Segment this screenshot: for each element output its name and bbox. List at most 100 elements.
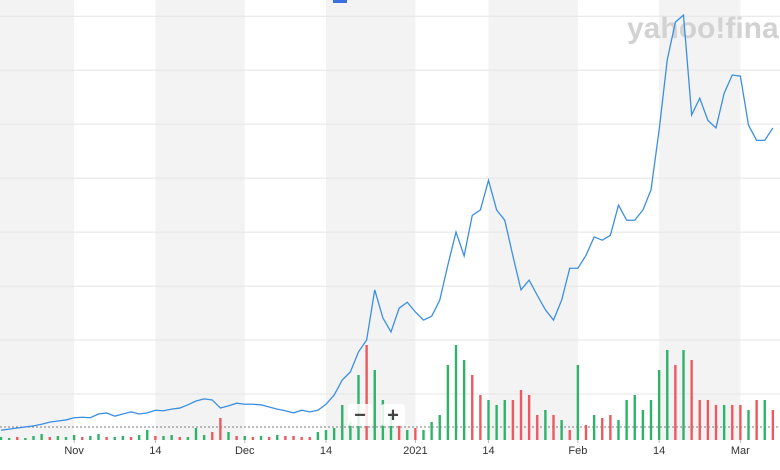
- volume-bar: [365, 345, 368, 440]
- volume-bar: [251, 437, 255, 440]
- top-indicator: [333, 0, 347, 3]
- watermark: yahoo!finance: [627, 12, 780, 45]
- volume-bar: [406, 430, 409, 440]
- volume-bar: [324, 430, 328, 440]
- band: [0, 0, 75, 440]
- volume-bar: [243, 436, 246, 440]
- volume-bar: [211, 432, 214, 440]
- volume-bar: [24, 438, 27, 440]
- volume-bar: [56, 436, 60, 440]
- volume-bar: [739, 405, 742, 440]
- volume-bar: [178, 437, 181, 440]
- volume-bar: [267, 437, 271, 440]
- volume-bar: [40, 434, 43, 440]
- volume-bar: [430, 422, 433, 440]
- volume-bar: [560, 420, 563, 440]
- x-tick-label: 14: [149, 445, 161, 457]
- volume-bar: [97, 434, 100, 440]
- zoom-button-bg: [348, 404, 372, 426]
- volume-bar: [690, 360, 693, 440]
- x-tick-label: 14: [653, 445, 665, 457]
- zoom-button-label[interactable]: +: [387, 404, 399, 426]
- volume-bar: [722, 405, 726, 440]
- volume-bar: [89, 436, 92, 440]
- volume-bar: [731, 405, 734, 440]
- volume-bar: [747, 410, 750, 440]
- volume-bar: [633, 395, 636, 440]
- volume-bar: [16, 437, 19, 440]
- background-bands: [0, 0, 741, 440]
- x-tick-label: Nov: [64, 445, 84, 457]
- volume-bar: [72, 435, 76, 440]
- volume-bar: [674, 365, 677, 440]
- volume-bar: [162, 436, 165, 440]
- x-tick-label: 14: [320, 445, 332, 457]
- volume-bar: [706, 400, 710, 440]
- volume-bar: [48, 437, 51, 440]
- volume-bar: [544, 410, 547, 440]
- band: [488, 0, 578, 440]
- volume-bar: [389, 415, 393, 440]
- zoom-button[interactable]: +: [381, 404, 405, 426]
- volume-bar: [137, 435, 141, 440]
- volume-bar: [81, 437, 84, 440]
- volume-bar: [552, 415, 555, 440]
- volume-bar: [170, 435, 173, 440]
- volume-bar: [397, 425, 401, 440]
- volume-bar: [121, 436, 125, 440]
- volume-bar: [154, 436, 157, 440]
- x-tick-label: 14: [482, 445, 494, 457]
- volume-bar: [625, 400, 628, 440]
- volume-bar: [682, 350, 685, 440]
- volume-bar: [446, 365, 450, 440]
- volume-bar: [487, 400, 490, 440]
- volume-bar: [300, 437, 303, 440]
- volume-bar: [349, 422, 352, 440]
- volume-bar: [592, 415, 596, 440]
- volume-bar: [576, 365, 580, 440]
- volume-bar: [341, 405, 344, 440]
- volume-bar: [284, 436, 287, 440]
- volume-bar: [649, 400, 653, 440]
- volume-bar: [332, 428, 336, 440]
- x-tick-label: Feb: [568, 445, 587, 457]
- volume-bar: [527, 395, 531, 440]
- volume-bar: [422, 430, 425, 440]
- band: [155, 0, 245, 440]
- volume-bar: [235, 436, 238, 440]
- x-tick-label: Mar: [731, 445, 750, 457]
- zoom-button[interactable]: −: [348, 404, 372, 426]
- volume-bar: [609, 415, 612, 440]
- volume-bar: [308, 437, 311, 440]
- volume-bar: [519, 390, 523, 440]
- band: [326, 0, 416, 440]
- volume-bar: [414, 428, 417, 440]
- volume-bar: [462, 360, 466, 440]
- volume-bar: [64, 437, 68, 440]
- volume-bar: [771, 410, 775, 440]
- volume-bar: [536, 415, 539, 440]
- x-tick-label: Dec: [235, 445, 255, 457]
- volume-bar: [373, 370, 376, 440]
- volume-bar: [105, 437, 108, 440]
- volume-bar: [276, 435, 279, 440]
- volume-bar: [292, 436, 295, 440]
- volume-bar: [617, 420, 620, 440]
- volume-bar: [584, 425, 588, 440]
- volume-bar: [601, 418, 604, 440]
- volume-bar: [657, 370, 661, 440]
- volume-bar: [511, 400, 515, 440]
- volume-bar: [641, 410, 645, 440]
- volume-bar: [471, 375, 474, 440]
- volume-bar: [146, 430, 149, 440]
- zoom-button-label[interactable]: −: [354, 404, 366, 426]
- volume-bar: [714, 405, 718, 440]
- volume-bar: [454, 345, 458, 440]
- volume-bar: [194, 428, 198, 440]
- volume-bar: [698, 400, 701, 440]
- volume-bar: [7, 438, 11, 440]
- volume-bar: [666, 350, 669, 440]
- volume-bar: [0, 437, 3, 440]
- volume-bar: [316, 432, 320, 440]
